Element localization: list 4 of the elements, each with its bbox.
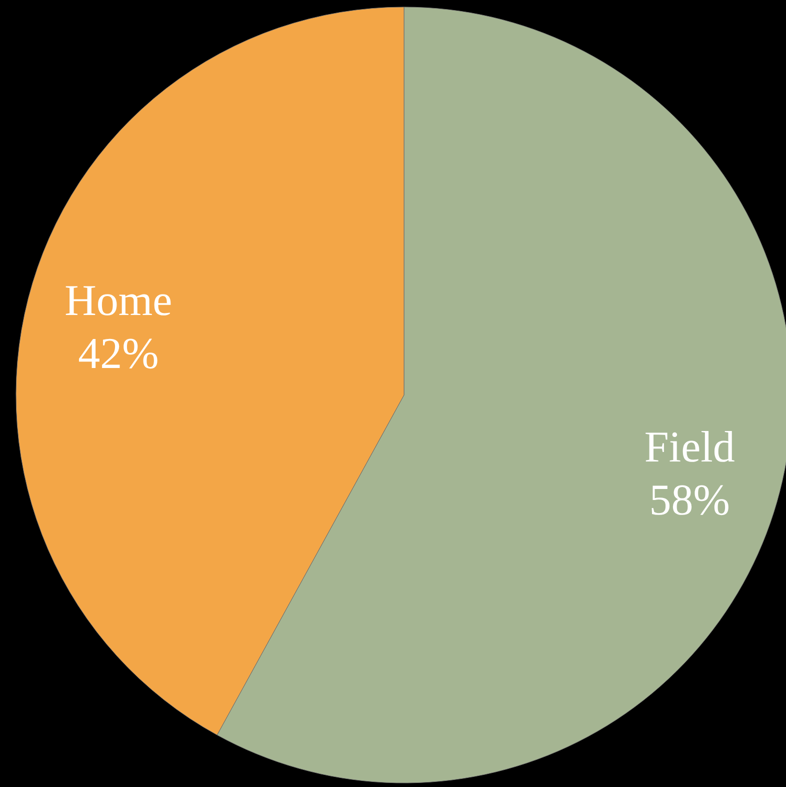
data-label: 42%: [78, 328, 159, 378]
slice-label: Home: [64, 276, 172, 326]
slice-label: Field: [644, 422, 735, 472]
data-label: 58%: [649, 476, 730, 525]
